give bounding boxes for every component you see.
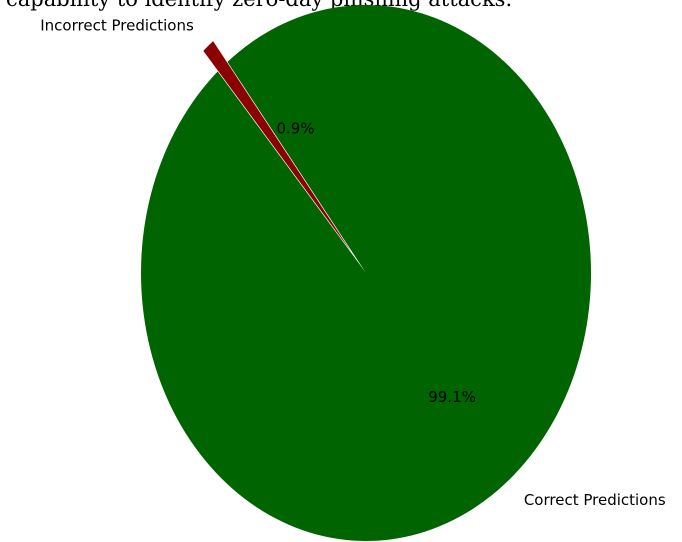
category-label-correct-predictions: Correct Predictions	[524, 491, 666, 509]
caption-text: capability to identify zero-day phishing…	[6, 0, 512, 11]
pie-slice-correct-predictions	[141, 5, 592, 541]
pct-label-correct-predictions: 99.1%	[428, 388, 476, 406]
pie-slice-incorrect-predictions	[203, 41, 352, 253]
pct-label-incorrect-predictions: 0.9%	[277, 119, 315, 137]
category-label-incorrect-predictions: Incorrect Predictions	[40, 16, 194, 34]
